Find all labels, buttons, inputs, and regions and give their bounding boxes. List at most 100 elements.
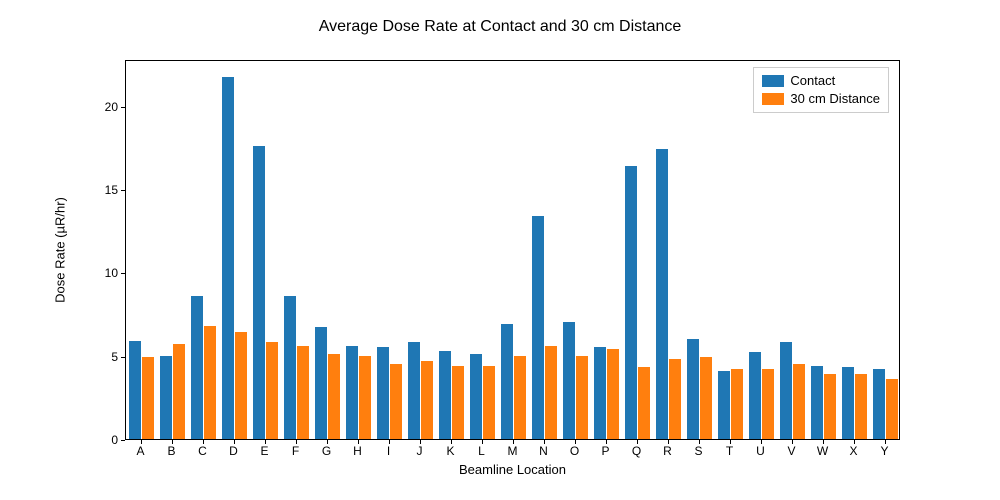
x-tick-mark xyxy=(420,440,421,444)
bar-contact xyxy=(191,296,203,439)
bar-contact xyxy=(439,351,451,439)
bar-contact xyxy=(625,166,637,439)
x-tick-mark xyxy=(699,440,700,444)
x-tick-mark xyxy=(141,440,142,444)
x-tick-mark xyxy=(172,440,173,444)
bar-30-cm-distance xyxy=(762,369,774,439)
bar-contact xyxy=(873,369,885,439)
bar-30-cm-distance xyxy=(731,369,743,439)
x-tick-mark xyxy=(606,440,607,444)
x-tick-mark xyxy=(482,440,483,444)
legend: Contact30 cm Distance xyxy=(753,67,889,113)
bar-contact xyxy=(718,371,730,439)
x-tick-mark xyxy=(885,440,886,444)
x-tick-mark xyxy=(575,440,576,444)
x-tick-mark xyxy=(296,440,297,444)
x-tick-label: M xyxy=(508,444,518,458)
x-tick-mark xyxy=(234,440,235,444)
legend-swatch xyxy=(762,93,784,105)
x-tick-mark xyxy=(637,440,638,444)
legend-item: 30 cm Distance xyxy=(762,90,880,108)
chart-title: Average Dose Rate at Contact and 30 cm D… xyxy=(0,18,1000,36)
bar-contact xyxy=(408,342,420,439)
bar-30-cm-distance xyxy=(390,364,402,439)
bar-contact xyxy=(501,324,513,439)
x-tick-label: F xyxy=(292,444,299,458)
bar-30-cm-distance xyxy=(700,357,712,439)
y-tick-label: 15 xyxy=(78,183,118,197)
x-tick-label: W xyxy=(817,444,828,458)
x-tick-label: I xyxy=(387,444,390,458)
legend-item: Contact xyxy=(762,72,880,90)
x-tick-mark xyxy=(792,440,793,444)
bar-contact xyxy=(284,296,296,439)
legend-label: 30 cm Distance xyxy=(790,90,880,108)
bar-contact xyxy=(811,366,823,439)
bar-contact xyxy=(470,354,482,439)
x-tick-mark xyxy=(668,440,669,444)
bar-30-cm-distance xyxy=(824,374,836,439)
x-tick-mark xyxy=(854,440,855,444)
x-tick-mark xyxy=(823,440,824,444)
x-tick-label: Y xyxy=(880,444,888,458)
bar-30-cm-distance xyxy=(452,366,464,439)
bar-30-cm-distance xyxy=(855,374,867,439)
x-tick-label: Q xyxy=(632,444,641,458)
x-tick-mark xyxy=(203,440,204,444)
bar-30-cm-distance xyxy=(638,367,650,439)
bar-30-cm-distance xyxy=(514,356,526,439)
bar-30-cm-distance xyxy=(204,326,216,439)
x-tick-mark xyxy=(389,440,390,444)
y-tick-mark xyxy=(121,273,125,274)
x-tick-mark xyxy=(544,440,545,444)
x-tick-label: T xyxy=(726,444,733,458)
x-tick-label: N xyxy=(539,444,548,458)
y-tick-mark xyxy=(121,107,125,108)
x-tick-label: X xyxy=(849,444,857,458)
x-tick-label: H xyxy=(353,444,362,458)
x-tick-mark xyxy=(513,440,514,444)
bar-30-cm-distance xyxy=(669,359,681,439)
bar-contact xyxy=(253,146,265,439)
bar-30-cm-distance xyxy=(576,356,588,439)
x-tick-label: D xyxy=(229,444,238,458)
x-tick-label: E xyxy=(260,444,268,458)
x-tick-mark xyxy=(730,440,731,444)
x-tick-label: B xyxy=(167,444,175,458)
bar-30-cm-distance xyxy=(793,364,805,439)
x-tick-label: J xyxy=(417,444,423,458)
x-tick-label: R xyxy=(663,444,672,458)
y-tick-label: 10 xyxy=(78,266,118,280)
x-tick-label: C xyxy=(198,444,207,458)
x-tick-label: L xyxy=(478,444,485,458)
y-axis-label: Dose Rate (µR/hr) xyxy=(53,197,68,303)
bar-contact xyxy=(377,347,389,439)
y-tick-mark xyxy=(121,357,125,358)
bar-30-cm-distance xyxy=(142,357,154,439)
x-tick-mark xyxy=(451,440,452,444)
x-axis-label: Beamline Location xyxy=(125,462,900,477)
bar-30-cm-distance xyxy=(483,366,495,439)
dose-rate-chart: Average Dose Rate at Contact and 30 cm D… xyxy=(0,0,1000,500)
bar-contact xyxy=(780,342,792,439)
bar-30-cm-distance xyxy=(328,354,340,439)
bar-contact xyxy=(346,346,358,439)
x-tick-label: K xyxy=(446,444,454,458)
x-tick-label: O xyxy=(570,444,579,458)
bar-contact xyxy=(222,77,234,439)
legend-swatch xyxy=(762,75,784,87)
bar-30-cm-distance xyxy=(266,342,278,439)
x-tick-mark xyxy=(761,440,762,444)
x-tick-label: A xyxy=(136,444,144,458)
bar-30-cm-distance xyxy=(607,349,619,439)
bar-30-cm-distance xyxy=(886,379,898,439)
bar-contact xyxy=(532,216,544,439)
plot-area: Contact30 cm Distance xyxy=(125,60,900,440)
bar-30-cm-distance xyxy=(545,346,557,439)
y-tick-label: 0 xyxy=(78,433,118,447)
bar-contact xyxy=(160,356,172,439)
bar-contact xyxy=(842,367,854,439)
bar-30-cm-distance xyxy=(173,344,185,439)
x-tick-mark xyxy=(327,440,328,444)
y-tick-label: 5 xyxy=(78,350,118,364)
